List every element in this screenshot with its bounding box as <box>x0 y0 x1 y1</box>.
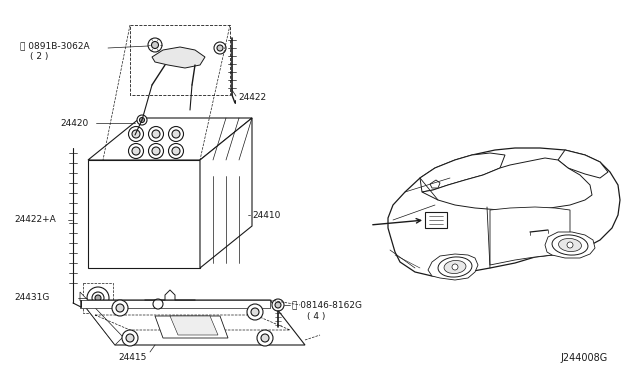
Circle shape <box>172 147 180 155</box>
Text: ( 2 ): ( 2 ) <box>30 52 49 61</box>
Polygon shape <box>490 207 570 265</box>
Circle shape <box>152 42 159 48</box>
Circle shape <box>275 302 281 308</box>
Circle shape <box>567 242 573 248</box>
Circle shape <box>217 45 223 51</box>
Circle shape <box>87 287 109 309</box>
Circle shape <box>261 334 269 342</box>
Text: Ⓑ 08146-8162G: Ⓑ 08146-8162G <box>292 301 362 310</box>
Ellipse shape <box>438 257 472 277</box>
Polygon shape <box>420 153 505 192</box>
Polygon shape <box>200 118 252 268</box>
Text: 24422+A: 24422+A <box>14 215 56 224</box>
Polygon shape <box>88 160 200 268</box>
Circle shape <box>137 115 147 125</box>
Polygon shape <box>80 300 270 308</box>
Circle shape <box>214 42 226 54</box>
Circle shape <box>126 334 134 342</box>
Circle shape <box>129 126 143 141</box>
Circle shape <box>148 144 163 158</box>
Text: J244008G: J244008G <box>560 353 607 363</box>
Circle shape <box>247 304 263 320</box>
Circle shape <box>168 126 184 141</box>
Circle shape <box>116 304 124 312</box>
Circle shape <box>272 299 284 311</box>
Text: 24431G: 24431G <box>14 294 49 302</box>
Polygon shape <box>545 232 595 258</box>
Circle shape <box>172 130 180 138</box>
Circle shape <box>148 38 162 52</box>
Polygon shape <box>152 47 205 68</box>
Circle shape <box>122 330 138 346</box>
Polygon shape <box>170 316 218 335</box>
Bar <box>425 212 447 228</box>
Circle shape <box>95 295 101 301</box>
Polygon shape <box>428 254 478 280</box>
Circle shape <box>132 147 140 155</box>
Circle shape <box>168 144 184 158</box>
Polygon shape <box>80 292 123 345</box>
Circle shape <box>129 144 143 158</box>
Ellipse shape <box>559 238 582 251</box>
Circle shape <box>257 330 273 346</box>
Circle shape <box>140 118 145 122</box>
Polygon shape <box>80 300 305 345</box>
Circle shape <box>132 130 140 138</box>
Text: ( 4 ): ( 4 ) <box>307 311 325 321</box>
Text: 24422: 24422 <box>238 93 266 103</box>
Circle shape <box>452 264 458 270</box>
Circle shape <box>251 308 259 316</box>
Polygon shape <box>430 180 440 188</box>
Polygon shape <box>388 148 620 276</box>
Polygon shape <box>155 316 228 338</box>
Circle shape <box>112 300 128 316</box>
Circle shape <box>152 147 160 155</box>
Ellipse shape <box>552 235 588 255</box>
Text: 24420: 24420 <box>60 119 88 128</box>
Text: ⓝ 0891B-3062A: ⓝ 0891B-3062A <box>20 42 90 51</box>
Circle shape <box>153 299 163 309</box>
Circle shape <box>92 292 104 304</box>
Text: 24410: 24410 <box>252 211 280 219</box>
Polygon shape <box>422 158 592 210</box>
Ellipse shape <box>444 260 466 273</box>
Polygon shape <box>558 150 608 178</box>
Circle shape <box>148 126 163 141</box>
Circle shape <box>152 130 160 138</box>
Text: 24415: 24415 <box>118 353 147 362</box>
Polygon shape <box>88 118 252 160</box>
